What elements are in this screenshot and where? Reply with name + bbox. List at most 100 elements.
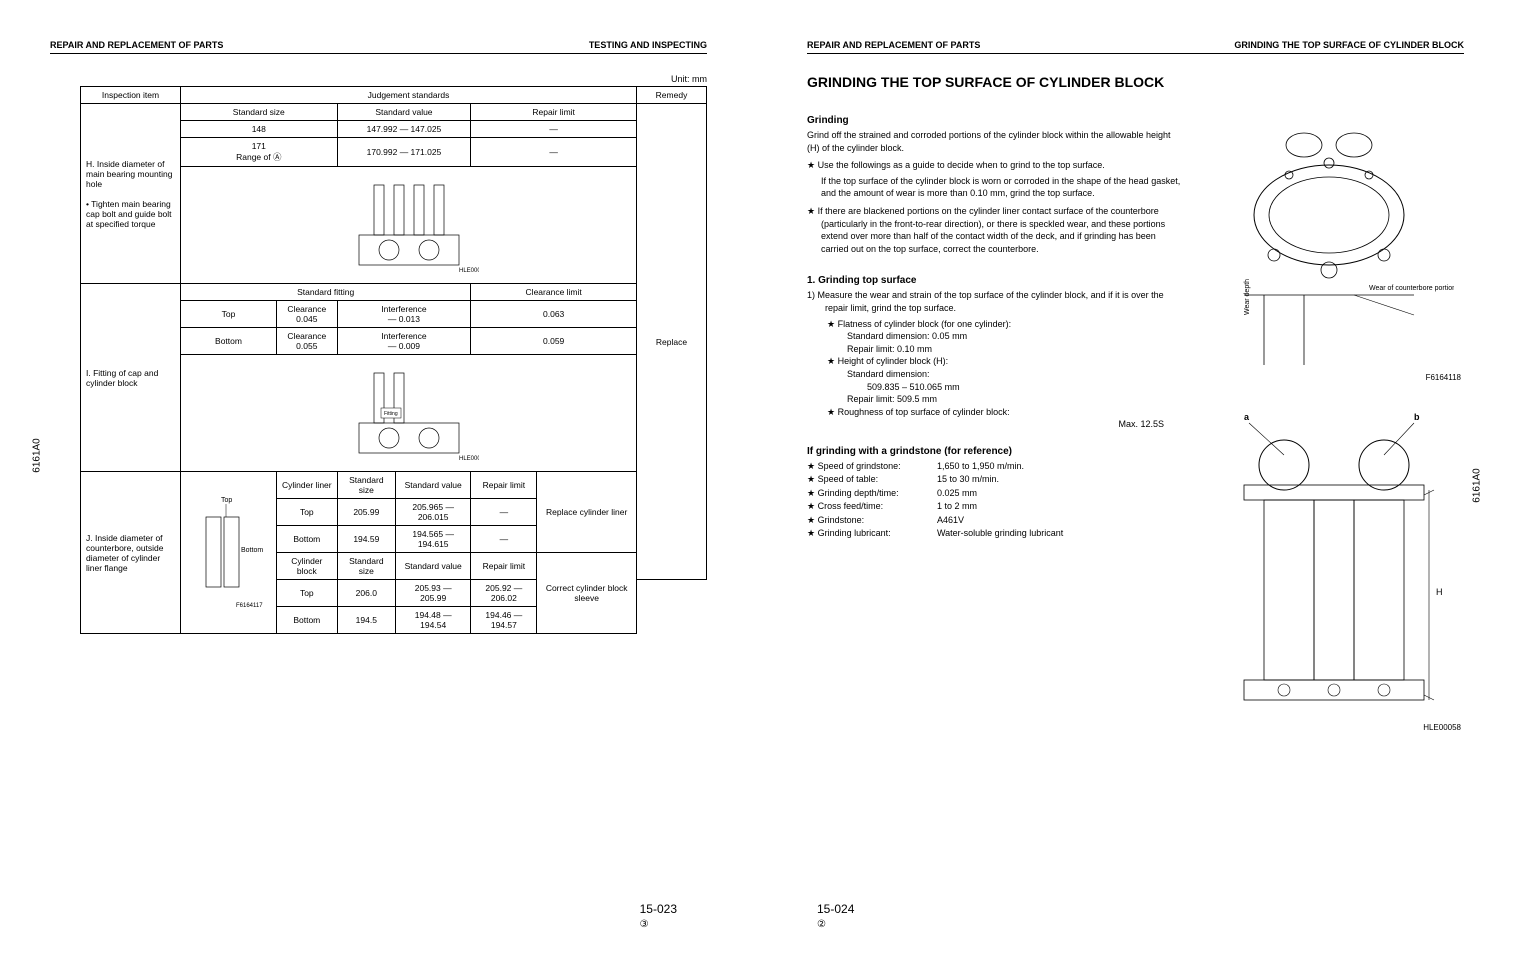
h-r1-size: 148 (181, 121, 338, 138)
sec1-b2-a: Standard dimension: (807, 368, 1184, 381)
fig-label-h: HLE00065 (459, 268, 479, 274)
j-t2-r1-c4: 205.92 — 206.02 (471, 580, 537, 607)
spec1-v: 1,650 to 1,950 m/min. (937, 460, 1184, 474)
j-t1-remedy: Replace cylinder liner (537, 472, 637, 553)
j-t1-r1-c1: Top (277, 499, 338, 526)
j-t1-r2-c4: — (471, 526, 537, 553)
text-column: Grinding Grind off the strained and corr… (807, 105, 1184, 745)
j-t2-r2-c2: 194.5 (337, 607, 395, 634)
j-diagram: Top Bottom F6164117 (181, 472, 277, 634)
h-r1-limit: — (471, 121, 637, 138)
rowI-item: I. Fitting of cap and cylinder block (81, 284, 181, 472)
page-number-r: 15-024 ② (817, 902, 854, 930)
repair-limit-h: Repair limit (471, 104, 637, 121)
j-t2-c2: Standard size (337, 553, 395, 580)
unit-label: Unit: mm (80, 74, 707, 84)
i-bot-limit: 0.059 (471, 328, 637, 355)
i-top-clear: Clearance 0.045 (277, 301, 338, 328)
star1: ★ Use the followings as a guide to decid… (807, 159, 1184, 172)
j-t2-r2-c3: 194.48 — 194.54 (396, 607, 471, 634)
header-left-r: REPAIR AND REPLACEMENT OF PARTS (807, 40, 980, 50)
sec1-b2-b: 509.835 – 510.065 mm (807, 381, 1184, 394)
i-top: Top (181, 301, 277, 328)
j-t2-remedy: Correct cylinder block sleeve (537, 553, 637, 634)
right-page: REPAIR AND REPLACEMENT OF PARTS GRINDING… (757, 0, 1514, 960)
spec6-l: ★ Grinding lubricant: (807, 527, 937, 541)
remedy-replace: Replace (637, 104, 707, 580)
fig1-label: F6164118 (1426, 373, 1461, 382)
j-t2-c3: Standard value (396, 553, 471, 580)
side-label: 6161A0 (32, 438, 43, 472)
sec1-b2-c: Repair limit: 509.5 mm (807, 393, 1184, 406)
j-t2-r2-c1: Bottom (277, 607, 338, 634)
j-t1-c4: Repair limit (471, 472, 537, 499)
section-title: GRINDING THE TOP SURFACE OF CYLINDER BLO… (807, 74, 1464, 90)
j-t1-r1-c2: 205.99 (337, 499, 395, 526)
i-diagram: Fitting HLE00066 (181, 355, 637, 472)
j-t1-r1-c3: 205.965 — 206.015 (396, 499, 471, 526)
col-inspection: Inspection item (81, 87, 181, 104)
svg-text:Wear depth: Wear depth (1244, 279, 1251, 315)
sec1-b2: ★ Height of cylinder block (H): (807, 355, 1184, 368)
h-r2-value: 170.992 — 171.025 (337, 138, 471, 167)
page-number: 15-023 ③ (640, 902, 677, 930)
std-value-h: Standard value (337, 104, 471, 121)
j-t2-r2-c4: 194.46 — 194.57 (471, 607, 537, 634)
spec6-v: Water-soluble grinding lubricant (937, 527, 1184, 541)
svg-text:Fitting: Fitting (384, 411, 398, 417)
sec1-b1-b: Repair limit: 0.10 mm (807, 343, 1184, 356)
j-t2-c1: Cylinder block (277, 553, 338, 580)
sec1-b3: ★ Roughness of top surface of cylinder b… (807, 406, 1184, 419)
svg-text:a: a (1244, 412, 1250, 422)
spec5-v: A461V (937, 514, 1184, 528)
header-left: REPAIR AND REPLACEMENT OF PARTS (50, 40, 223, 50)
spec3-l: ★ Grinding depth/time: (807, 487, 937, 501)
i-top-inter: Interference — 0.013 (337, 301, 471, 328)
j-t1-c2: Standard size (337, 472, 395, 499)
j-t1-r1-c4: — (471, 499, 537, 526)
rowJ-item: J. Inside diameter of counterbore, outsi… (81, 472, 181, 634)
col-remedy: Remedy (637, 87, 707, 104)
j-t1-r2-c2: 194.59 (337, 526, 395, 553)
svg-text:Wear of counterbore portion: Wear of counterbore portion (1369, 285, 1454, 292)
svg-text:HLE00066: HLE00066 (459, 456, 479, 462)
sec1-b1: ★ Flatness of cylinder block (for one cy… (807, 318, 1184, 331)
i-bottom: Bottom (181, 328, 277, 355)
svg-text:F6164117: F6164117 (236, 603, 263, 609)
spec4-l: ★ Cross feed/time: (807, 500, 937, 514)
left-page: REPAIR AND REPLACEMENT OF PARTS TESTING … (0, 0, 757, 960)
h-r2-limit: — (471, 138, 637, 167)
fig2-label: HLE00058 (1423, 723, 1461, 732)
sec1-head: 1. Grinding top surface (807, 275, 1184, 286)
std-size-h: Standard size (181, 104, 338, 121)
clearance-limit-h: Clearance limit (471, 284, 637, 301)
j-t1-r2-c3: 194.565 — 194.615 (396, 526, 471, 553)
col-judgement: Judgement standards (181, 87, 637, 104)
h-r1-value: 147.992 — 147.025 (337, 121, 471, 138)
star2: ★ If there are blackened portions on the… (807, 205, 1184, 255)
svg-text:H: H (1436, 587, 1443, 597)
svg-text:Bottom: Bottom (241, 547, 263, 554)
sec1-b1-a: Standard dimension: 0.05 mm (807, 330, 1184, 343)
main-table: Inspection item Judgement standards Reme… (80, 86, 707, 634)
ref-head: If grinding with a grindstone (for refer… (807, 446, 1184, 457)
j-t1-c1: Cylinder liner (277, 472, 338, 499)
i-bot-inter: Interference — 0.009 (337, 328, 471, 355)
i-top-limit: 0.063 (471, 301, 637, 328)
svg-text:b: b (1414, 412, 1420, 422)
figure-column: Wear depth Wear of counterbore portion F… (1204, 105, 1464, 745)
header-right-r: GRINDING THE TOP SURFACE OF CYLINDER BLO… (1234, 40, 1464, 50)
sec1-1: 1) Measure the wear and strain of the to… (807, 289, 1184, 314)
figure-1: Wear depth Wear of counterbore portion F… (1204, 105, 1464, 385)
page-header: REPAIR AND REPLACEMENT OF PARTS TESTING … (50, 40, 707, 54)
page2-content: Grinding Grind off the strained and corr… (807, 105, 1464, 745)
side-label-r: 6161A0 (1471, 468, 1482, 502)
j-t1-c3: Standard value (396, 472, 471, 499)
grinding-text: Grind off the strained and corroded port… (807, 129, 1184, 154)
j-t2-r1-c1: Top (277, 580, 338, 607)
grinding-head: Grinding (807, 115, 1184, 126)
header-right: TESTING AND INSPECTING (589, 40, 707, 50)
i-bot-clear: Clearance 0.055 (277, 328, 338, 355)
spec3-v: 0.025 mm (937, 487, 1184, 501)
j-t1-r2-c1: Bottom (277, 526, 338, 553)
